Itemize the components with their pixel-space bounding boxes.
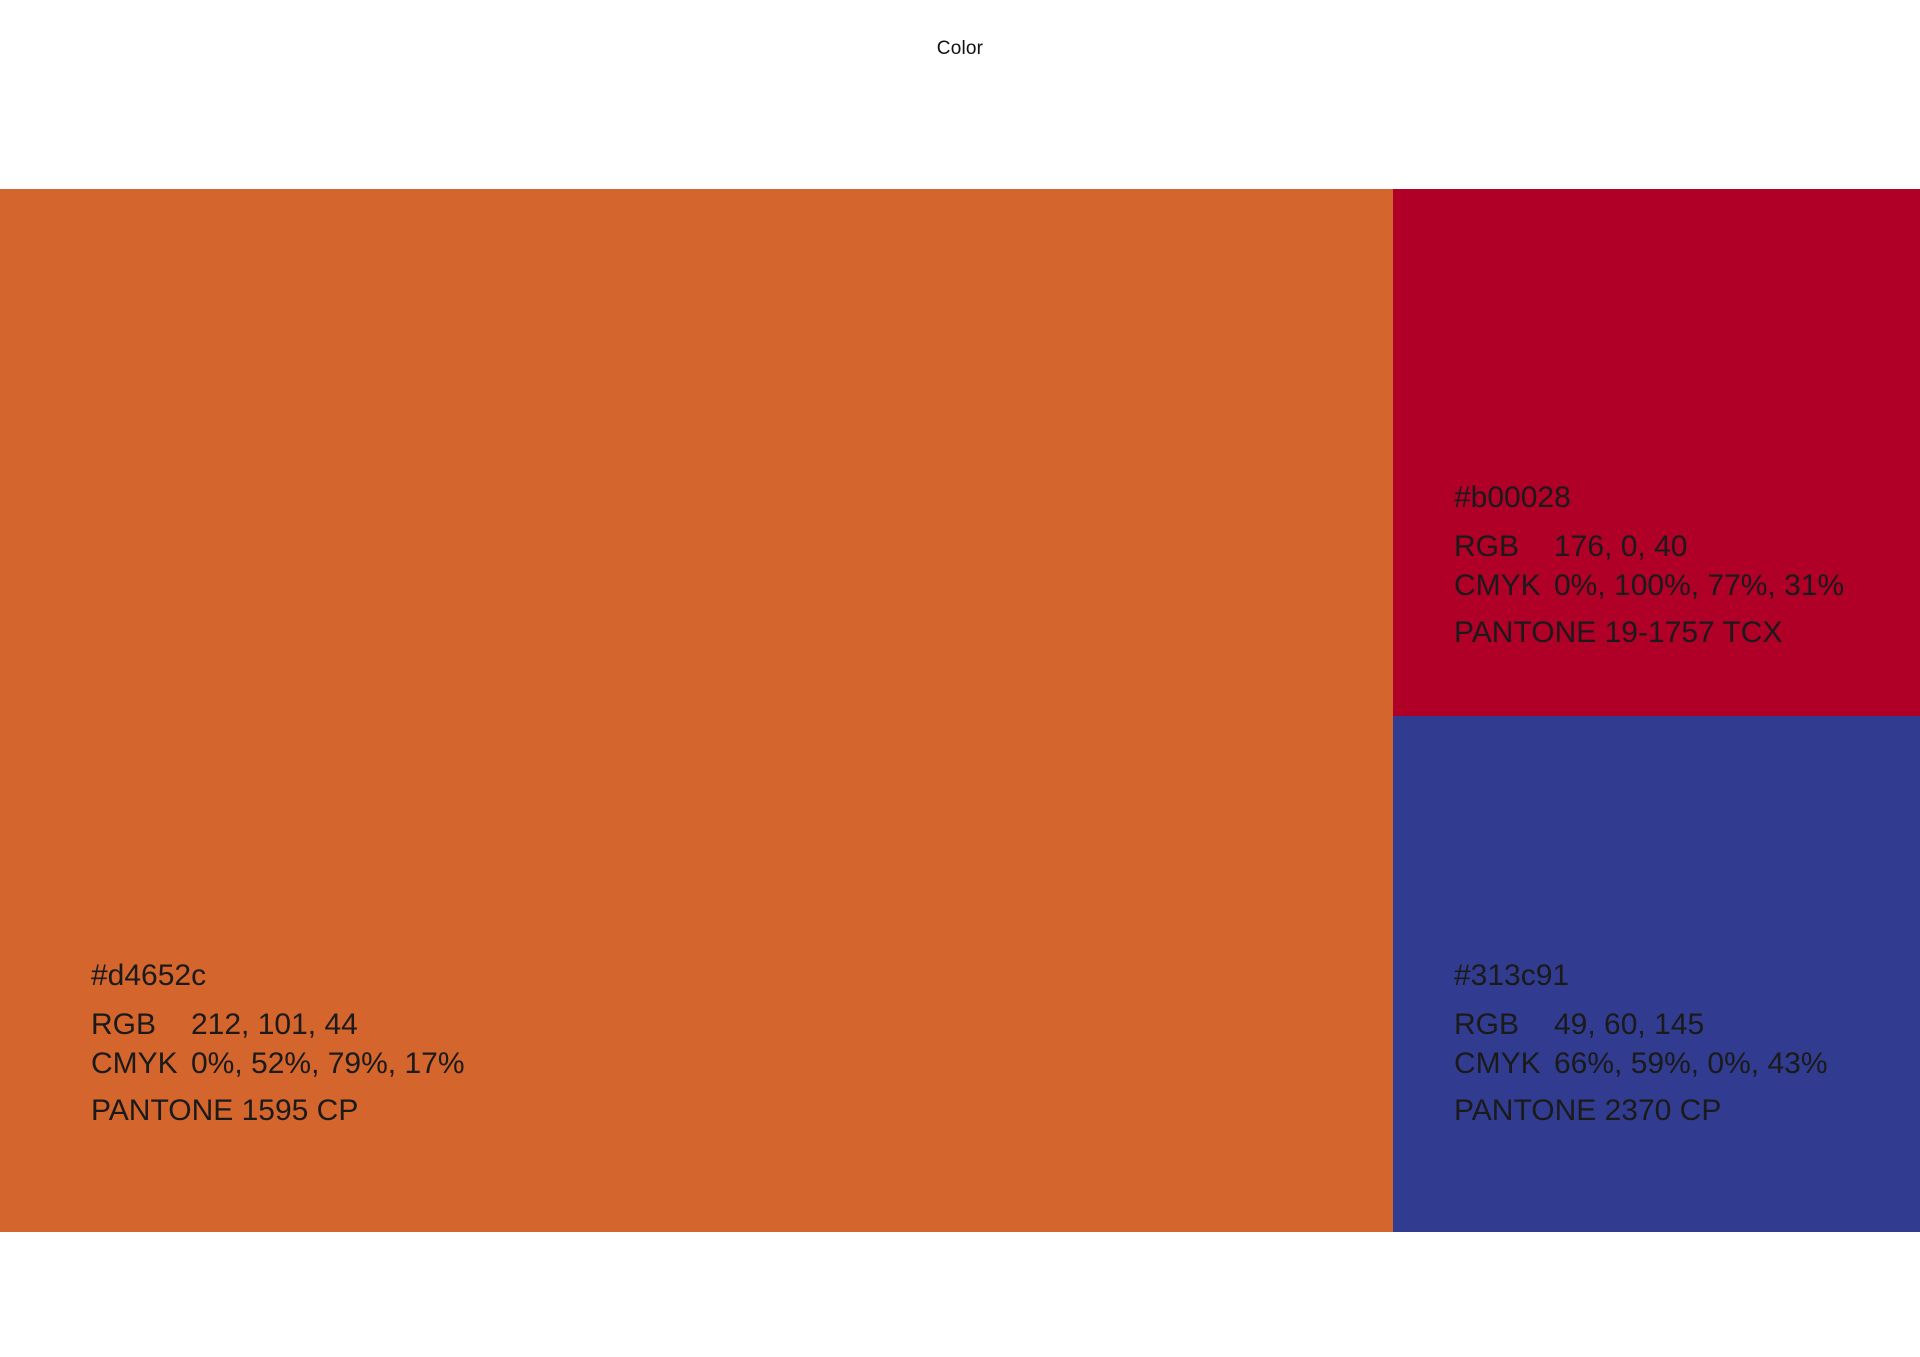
cmyk-label: CMYK xyxy=(1454,569,1541,602)
cmyk-row: CMYK 0%, 100%, 77%, 31% xyxy=(1454,571,1844,610)
rgb-row: RGB 49, 60, 145 xyxy=(1454,1010,1828,1049)
pantone-code: PANTONE 1595 CP xyxy=(91,1094,359,1127)
rgb-value: 212, 101, 44 xyxy=(191,1008,358,1041)
swatch-info: #313c91 RGB 49, 60, 145 CMYK 66%, 59%, 0… xyxy=(1454,961,1828,1126)
cmyk-value: 0%, 100%, 77%, 31% xyxy=(1554,569,1845,602)
pantone-code: PANTONE 19-1757 TCX xyxy=(1454,616,1783,649)
hex-code: #b00028 xyxy=(1454,481,1571,514)
page-title: Color xyxy=(936,38,984,59)
pantone-code: PANTONE 2370 CP xyxy=(1454,1094,1722,1127)
cmyk-label: CMYK xyxy=(1454,1047,1541,1080)
cmyk-value: 0%, 52%, 79%, 17% xyxy=(191,1047,465,1080)
cmyk-value: 66%, 59%, 0%, 43% xyxy=(1554,1047,1828,1080)
swatch-info: #d4652c RGB 212, 101, 44 CMYK 0%, 52%, 7… xyxy=(91,961,465,1126)
color-swatch-orange: #d4652c RGB 212, 101, 44 CMYK 0%, 52%, 7… xyxy=(0,189,1393,1232)
hex-code: #313c91 xyxy=(1454,959,1570,992)
cmyk-label: CMYK xyxy=(91,1047,178,1080)
color-swatch-blue: #313c91 RGB 49, 60, 145 CMYK 66%, 59%, 0… xyxy=(1393,716,1920,1232)
rgb-row: RGB 176, 0, 40 xyxy=(1454,532,1844,571)
color-swatch-red: #b00028 RGB 176, 0, 40 CMYK 0%, 100%, 77… xyxy=(1393,189,1920,716)
swatch-info: #b00028 RGB 176, 0, 40 CMYK 0%, 100%, 77… xyxy=(1454,483,1844,648)
rgb-value: 176, 0, 40 xyxy=(1554,530,1688,563)
rgb-label: RGB xyxy=(91,1008,157,1041)
cmyk-row: CMYK 66%, 59%, 0%, 43% xyxy=(1454,1049,1828,1088)
rgb-row: RGB 212, 101, 44 xyxy=(91,1010,465,1049)
rgb-label: RGB xyxy=(1454,530,1520,563)
hex-code: #d4652c xyxy=(91,959,207,992)
rgb-value: 49, 60, 145 xyxy=(1554,1008,1705,1041)
cmyk-row: CMYK 0%, 52%, 79%, 17% xyxy=(91,1049,465,1088)
rgb-label: RGB xyxy=(1454,1008,1520,1041)
